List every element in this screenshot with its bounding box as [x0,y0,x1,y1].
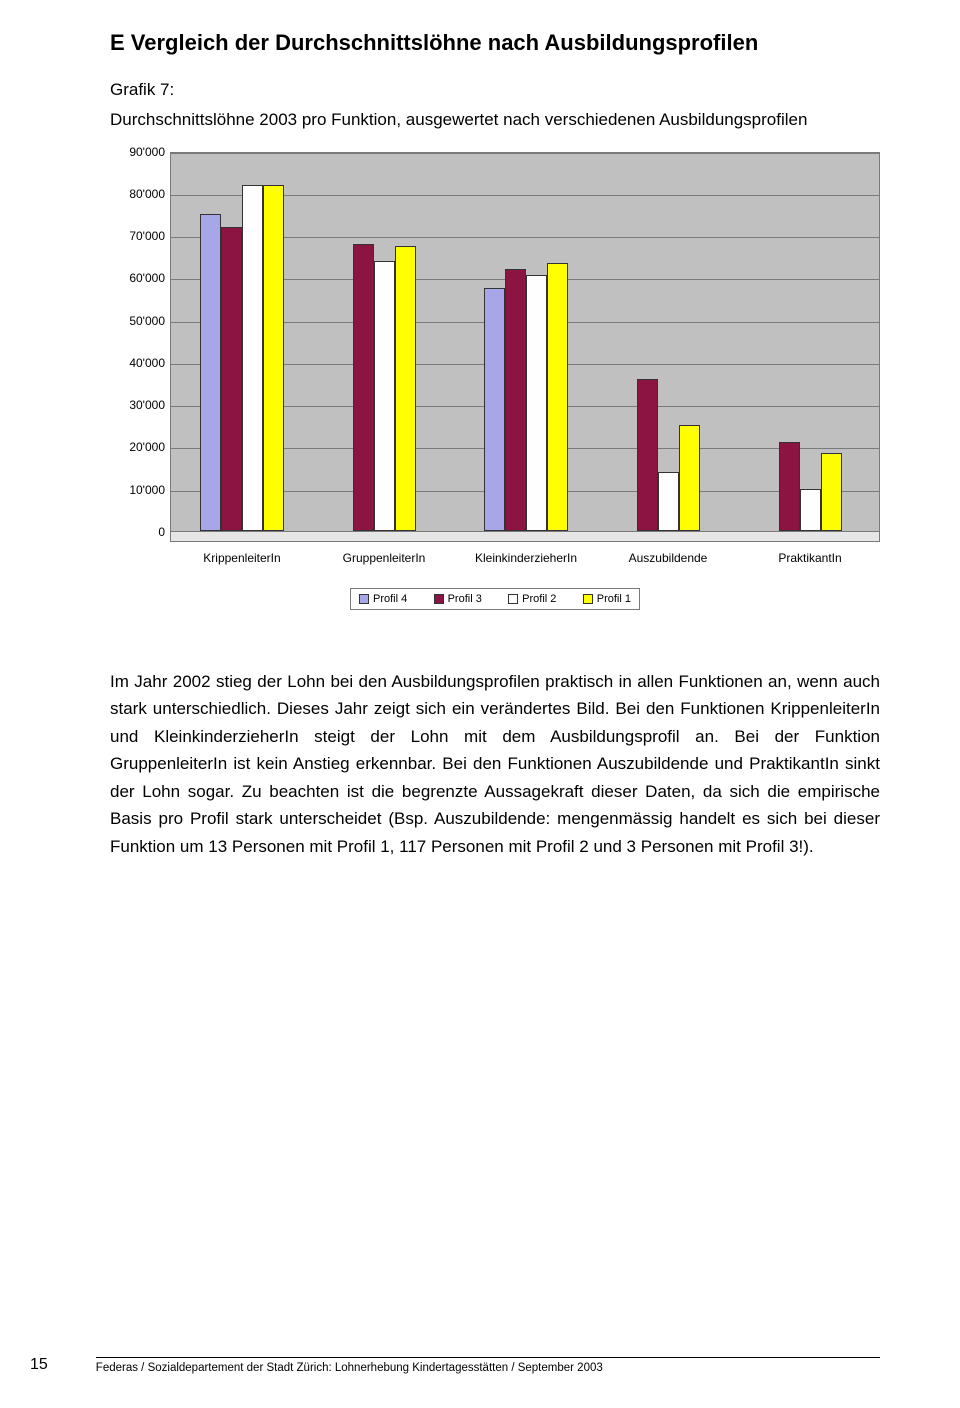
category-group: Auszubildende [597,153,739,541]
bar [484,288,505,531]
y-tick-label: 90'000 [110,145,165,159]
legend-item: Profil 3 [434,593,482,605]
bar [263,185,284,531]
legend-label: Profil 2 [522,593,556,605]
footer-citation: Federas / Sozialdepartement der Stadt Zü… [96,1357,880,1374]
x-tick-label: KleinkinderzieherIn [455,551,597,565]
legend-swatch [359,594,369,604]
bar [395,246,416,531]
bar [800,489,821,531]
y-tick-label: 80'000 [110,187,165,201]
bar [242,185,263,531]
page-number: 15 [30,1356,48,1374]
legend-item: Profil 1 [583,593,631,605]
bar [505,269,526,531]
y-tick-label: 50'000 [110,314,165,328]
legend-swatch [508,594,518,604]
bar [658,472,679,531]
bar [547,263,568,531]
bar [637,379,658,531]
chart-legend: Profil 4 Profil 3 Profil 2 Profil 1 [350,588,640,610]
legend-label: Profil 4 [373,593,407,605]
legend-swatch [583,594,593,604]
x-tick-label: GruppenleiterIn [313,551,455,565]
legend-label: Profil 3 [448,593,482,605]
x-tick-label: PraktikantIn [739,551,881,565]
y-tick-label: 60'000 [110,271,165,285]
y-tick-label: 30'000 [110,398,165,412]
bar [679,425,700,531]
category-group: GruppenleiterIn [313,153,455,541]
section-heading: E Vergleich der Durchschnittslöhne nach … [110,30,880,56]
bar [200,214,221,531]
page-footer: 15 Federas / Sozialdepartement der Stadt… [30,1356,880,1374]
bar [353,244,374,531]
bar [374,261,395,531]
chart-container: KrippenleiterInGruppenleiterInKleinkinde… [110,152,880,610]
legend-label: Profil 1 [597,593,631,605]
figure-label: Grafik 7: [110,80,880,100]
bar [221,227,242,531]
y-tick-label: 10'000 [110,483,165,497]
legend-item: Profil 4 [359,593,407,605]
y-tick-label: 70'000 [110,229,165,243]
y-tick-label: 20'000 [110,440,165,454]
legend-item: Profil 2 [508,593,556,605]
y-tick-label: 40'000 [110,356,165,370]
figure-caption: Durchschnittslöhne 2003 pro Funktion, au… [110,108,880,132]
category-group: KrippenleiterIn [171,153,313,541]
category-group: KleinkinderzieherIn [455,153,597,541]
x-tick-label: KrippenleiterIn [171,551,313,565]
y-tick-label: 0 [110,525,165,539]
bar-chart: KrippenleiterInGruppenleiterInKleinkinde… [110,152,880,582]
bar [526,275,547,530]
x-tick-label: Auszubildende [597,551,739,565]
bar [779,442,800,531]
bar [821,453,842,531]
legend-swatch [434,594,444,604]
body-paragraph: Im Jahr 2002 stieg der Lohn bei den Ausb… [110,668,880,861]
category-group: PraktikantIn [739,153,881,541]
